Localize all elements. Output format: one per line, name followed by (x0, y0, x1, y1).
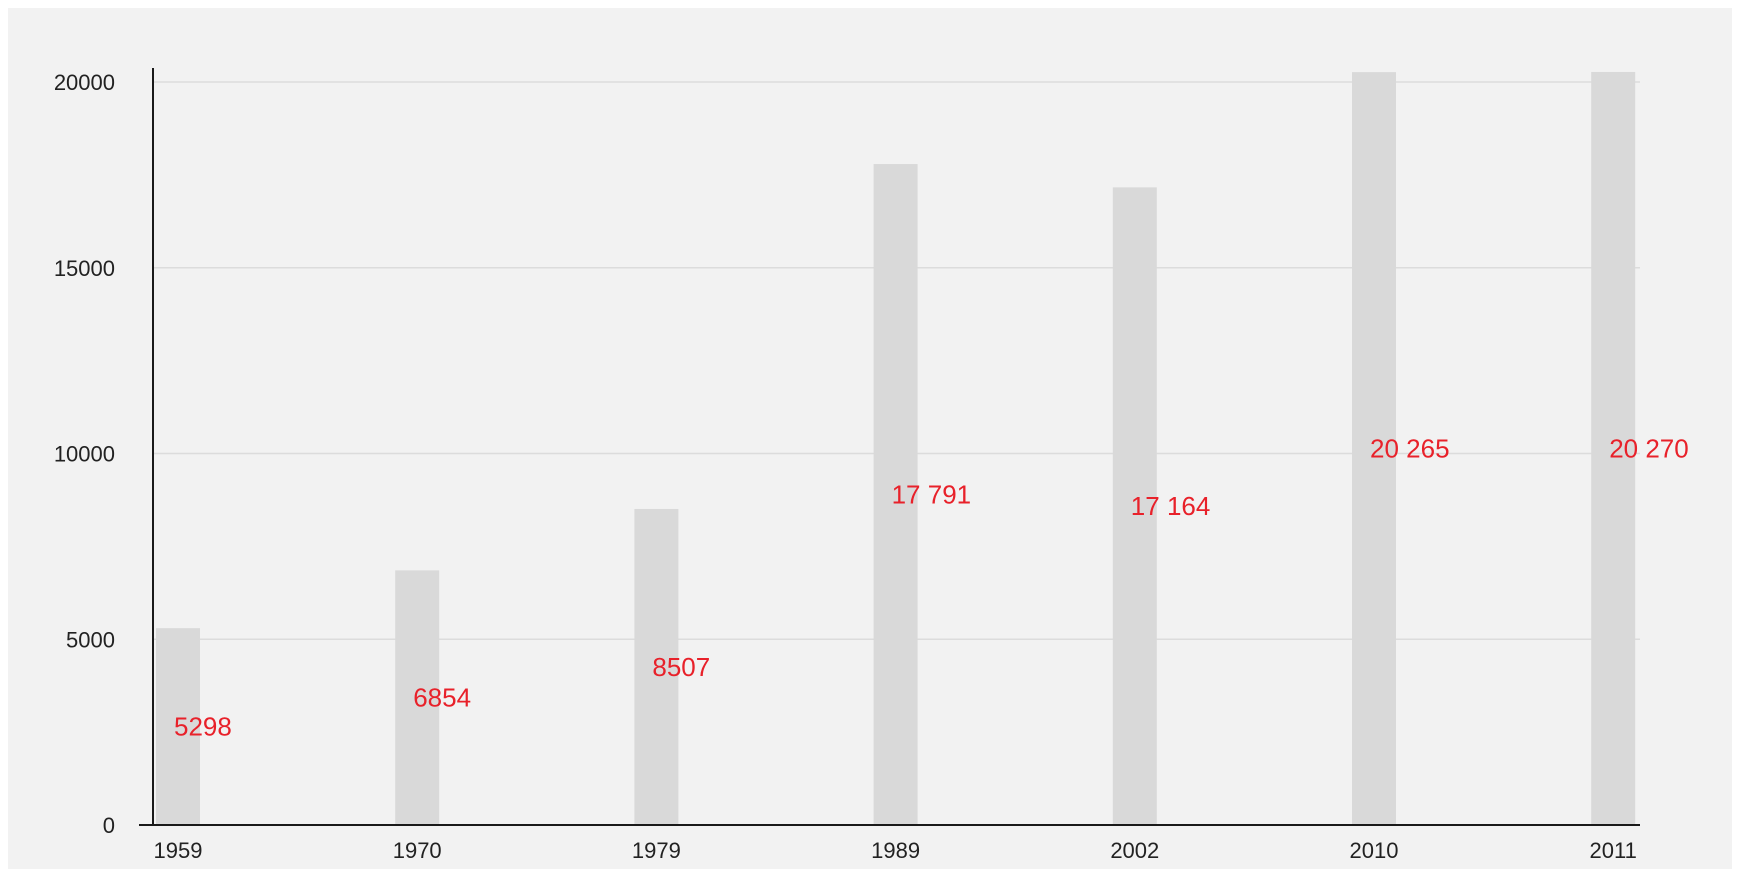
data-label: 6854 (413, 683, 471, 713)
bars (156, 71, 1636, 826)
bar (634, 508, 679, 825)
x-tick-label: 1989 (871, 838, 920, 863)
y-tick-label: 15000 (54, 256, 115, 281)
chart-background (8, 8, 1732, 869)
y-tick-label: 5000 (66, 627, 115, 652)
x-tick-label: 2002 (1110, 838, 1159, 863)
bar (1112, 187, 1157, 825)
x-tick-label: 1970 (393, 838, 442, 863)
y-tick-label: 20000 (54, 70, 115, 95)
bar (1352, 72, 1396, 825)
x-tick-label: 1979 (632, 838, 681, 863)
data-label: 20 270 (1609, 433, 1689, 463)
y-tick-labels: 0 5000 10000 15000 20000 (54, 70, 115, 838)
bar (873, 164, 918, 826)
bar (156, 628, 200, 825)
data-label: 20 265 (1370, 434, 1450, 464)
bar (395, 570, 440, 825)
data-labels: 5298 6854 8507 17 791 17 164 20 265 20 270 (174, 433, 1689, 741)
y-tick-label: 10000 (54, 442, 115, 467)
axes (139, 68, 1640, 826)
x-tick-label: 2010 (1350, 838, 1399, 863)
x-tick-labels: 1959 1970 1979 1989 2002 2010 2011 (154, 838, 1637, 863)
data-label: 17 164 (1131, 491, 1211, 521)
x-tick-label: 1959 (154, 838, 203, 863)
data-label: 17 791 (892, 480, 972, 510)
bar (1591, 71, 1636, 826)
x-tick-label: 2011 (1590, 838, 1637, 863)
y-tick-label: 0 (103, 813, 115, 838)
data-label: 8507 (652, 652, 710, 682)
data-label: 5298 (174, 712, 232, 742)
